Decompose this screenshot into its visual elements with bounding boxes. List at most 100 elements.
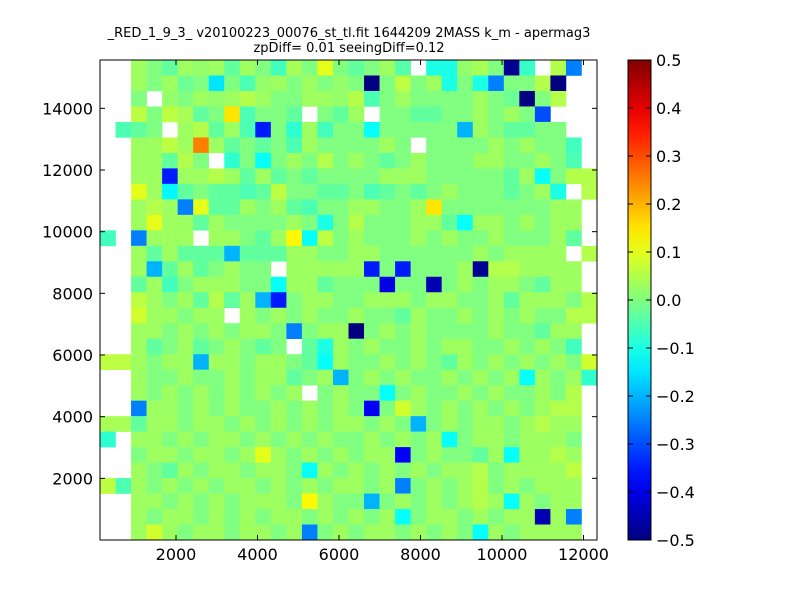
heatmap-cell xyxy=(364,292,380,309)
heatmap-cell xyxy=(503,245,520,262)
heatmap-cell xyxy=(426,462,442,479)
heatmap-cell xyxy=(224,168,241,185)
heatmap-cell xyxy=(488,183,505,200)
heatmap-cell xyxy=(519,60,536,76)
heatmap-cell xyxy=(503,447,520,463)
heatmap-cell xyxy=(208,323,225,340)
heatmap-cell xyxy=(177,369,194,386)
heatmap-cell xyxy=(255,478,272,494)
heatmap-cell xyxy=(503,462,520,479)
heatmap-cell xyxy=(565,60,582,76)
heatmap-cell xyxy=(193,168,210,185)
heatmap-cell xyxy=(224,385,241,401)
heatmap-cell xyxy=(270,524,287,541)
heatmap-cell xyxy=(441,478,458,494)
heatmap-cell xyxy=(472,416,489,432)
heatmap-cell xyxy=(224,230,241,247)
heatmap-cell xyxy=(410,90,427,107)
heatmap-cell xyxy=(550,276,567,293)
heatmap-cell xyxy=(193,90,210,107)
heatmap-cell xyxy=(239,106,256,123)
heatmap-cell xyxy=(379,152,396,169)
heatmap-cell xyxy=(301,214,318,231)
heatmap-cell xyxy=(131,121,147,138)
heatmap-cell xyxy=(379,137,396,154)
heatmap-cell xyxy=(379,385,396,401)
heatmap-cell xyxy=(519,276,536,293)
heatmap-cell xyxy=(208,478,225,494)
heatmap-cell xyxy=(255,276,272,293)
x-axis: 2000 4000 6000 8000 10000 12000 xyxy=(156,60,609,564)
heatmap-cell xyxy=(224,60,241,76)
heatmap-cell xyxy=(457,90,474,107)
heatmap-cell xyxy=(208,75,225,92)
heatmap-cell xyxy=(441,416,458,432)
heatmap-cell xyxy=(255,462,272,479)
heatmap-cell xyxy=(301,152,318,169)
heatmap-cell xyxy=(162,183,178,200)
heatmap-cell xyxy=(395,137,411,154)
heatmap-cell xyxy=(270,106,287,123)
heatmap-cell xyxy=(286,323,303,340)
heatmap-cell xyxy=(239,447,256,463)
colorbar-tick-label: 0.4 xyxy=(656,99,681,118)
heatmap-cell xyxy=(239,462,256,479)
heatmap-cell xyxy=(193,60,210,76)
heatmap-cell xyxy=(301,478,318,494)
heatmap-cell xyxy=(224,261,241,278)
heatmap-cell xyxy=(162,462,178,479)
heatmap-cell xyxy=(193,152,210,169)
heatmap-cell xyxy=(100,431,116,448)
heatmap-cell xyxy=(317,75,334,92)
heatmap-cell xyxy=(364,137,380,154)
colorbar-tick-label: 0.5 xyxy=(656,51,681,70)
heatmap-cell xyxy=(395,354,411,370)
heatmap-cell xyxy=(332,385,349,401)
heatmap-cell xyxy=(488,354,505,370)
heatmap-cell xyxy=(348,75,365,92)
colorbar-tick-label: −0.4 xyxy=(656,483,695,502)
heatmap-cell xyxy=(270,478,287,494)
heatmap-cell xyxy=(488,199,505,216)
heatmap-cell xyxy=(193,338,210,355)
heatmap-cell xyxy=(426,261,442,278)
heatmap-cell xyxy=(177,106,194,123)
heatmap-cell xyxy=(224,369,241,386)
heatmap-cell xyxy=(441,168,458,185)
heatmap-cell xyxy=(286,385,303,401)
heatmap-cell xyxy=(379,261,396,278)
heatmap-cell xyxy=(565,137,582,154)
heatmap-cell xyxy=(177,168,194,185)
heatmap-cell xyxy=(426,447,442,463)
heatmap-cell xyxy=(162,447,178,463)
heatmap-cell xyxy=(146,137,163,154)
heatmap-cell xyxy=(177,183,194,200)
heatmap-cell xyxy=(270,447,287,463)
heatmap-cell xyxy=(301,307,318,324)
heatmap-cell xyxy=(410,447,427,463)
heatmap-cell xyxy=(255,338,272,355)
heatmap-cell xyxy=(177,276,194,293)
heatmap-cell xyxy=(534,137,551,154)
heatmap-cell xyxy=(519,168,536,185)
heatmap-cell xyxy=(239,90,256,107)
heatmap-cell xyxy=(332,230,349,247)
heatmap-cell xyxy=(286,75,303,92)
heatmap-cell xyxy=(332,106,349,123)
heatmap-cell xyxy=(534,462,551,479)
heatmap-cell xyxy=(410,323,427,340)
heatmap-cell xyxy=(519,462,536,479)
heatmap-cell xyxy=(301,524,318,541)
heatmap-cell xyxy=(472,447,489,463)
heatmap-cell xyxy=(534,493,551,510)
heatmap-cell xyxy=(550,385,567,401)
heatmap-cell xyxy=(379,276,396,293)
heatmap-cell xyxy=(379,478,396,494)
heatmap-cell xyxy=(317,168,334,185)
heatmap-cell xyxy=(395,230,411,247)
heatmap-cell xyxy=(426,168,442,185)
heatmap-cell xyxy=(581,369,598,386)
heatmap-cell xyxy=(255,60,272,76)
heatmap-cell xyxy=(457,338,474,355)
heatmap-cell xyxy=(364,385,380,401)
